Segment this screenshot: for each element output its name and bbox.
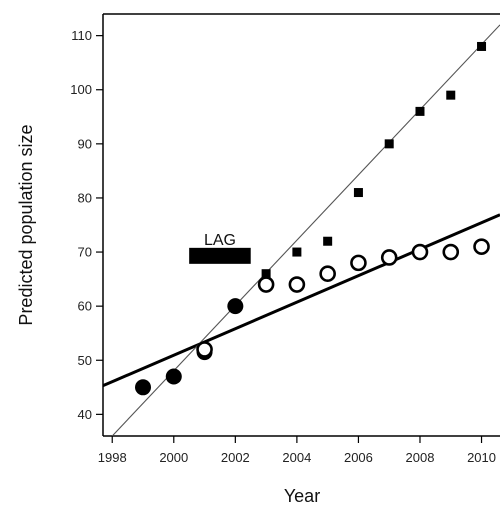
filled-circle-point [227,298,244,315]
filled-circle-point [135,379,152,396]
filled-circle-point [165,368,182,385]
open-circle-point [442,243,460,261]
x-tick-label: 2006 [344,450,373,465]
filled-square-point [477,41,487,51]
x-ticks: 1998 2000 2002 2004 2006 2008 2010 [98,436,496,465]
trend-line-thin [111,24,500,436]
y-tick-label: 110 [71,28,92,43]
open-circle-point [196,341,213,358]
filled-square-point [353,188,363,198]
filled-square-point [292,247,302,257]
x-tick-label: 2002 [221,450,250,465]
plot-frame [102,13,500,437]
filled-square-point [446,90,456,100]
y-tick-label: 60 [78,299,92,314]
open-circle-point [288,276,306,293]
open-circle-point [380,249,398,266]
trend-line-thick [103,213,500,388]
x-tick-label: 2008 [406,450,435,465]
y-tick-label: 100 [70,82,92,97]
open-circle-point [411,243,429,261]
x-tick-label: 1998 [98,450,127,465]
open-circle-point [350,254,367,272]
y-ticks: 40 50 60 70 80 90 100 110 [70,28,103,422]
filled-square-point [384,139,394,149]
filled-square-point [323,236,333,246]
x-tick-label: 2000 [159,450,188,465]
lag-bar [189,247,251,264]
x-tick-label: 2004 [282,450,311,465]
open-circle-point [319,265,336,282]
x-axis-title: Year [284,486,320,506]
x-tick-label: 2010 [467,450,496,465]
y-tick-label: 80 [78,190,92,205]
open-circle-point [473,238,490,255]
open-circle-point [257,276,275,293]
filled-square-point [261,269,271,279]
lag-label: LAG [204,232,236,249]
y-tick-label: 90 [78,136,92,151]
y-tick-label: 70 [78,245,92,260]
y-tick-label: 40 [78,407,92,422]
trend-lines [103,24,500,436]
y-axis-title: Predicted population size [16,124,36,325]
annotations: LAG [189,232,251,264]
y-tick-label: 50 [78,353,92,368]
data-points [135,41,490,396]
filled-square-point [415,106,425,116]
